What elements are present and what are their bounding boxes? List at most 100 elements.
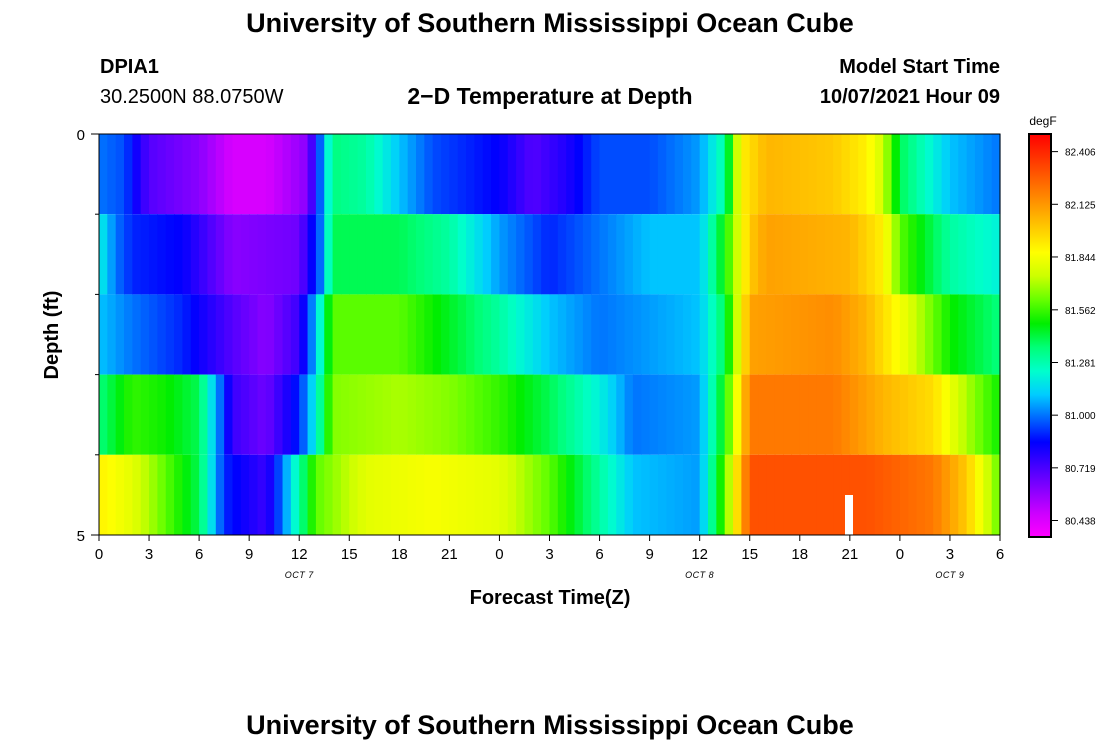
heatmap-cell [849, 294, 859, 375]
heatmap-cell [365, 294, 375, 375]
heatmap-cell [966, 214, 976, 295]
station-id: DPIA1 [100, 56, 159, 78]
heatmap-cell [949, 214, 959, 295]
heatmap-cell [783, 134, 793, 215]
heatmap-cell [582, 134, 592, 215]
heatmap-cell [99, 454, 108, 535]
heatmap-cell [933, 294, 943, 375]
heatmap-cell [207, 294, 217, 375]
heatmap-cell [691, 134, 701, 215]
heatmap-cell [933, 454, 943, 535]
heatmap-cell [107, 214, 117, 295]
heatmap-cell [532, 214, 542, 295]
heatmap-cell [858, 454, 868, 535]
heatmap-cell [149, 294, 158, 375]
heatmap-cell [174, 294, 184, 375]
heatmap-cell [507, 294, 517, 375]
heatmap-cell [699, 214, 709, 295]
heatmap-cell [541, 374, 551, 455]
heatmap-cell [374, 294, 384, 375]
heatmap-cell [824, 374, 834, 455]
heatmap-cell [257, 214, 267, 295]
heatmap-cell [724, 134, 734, 215]
heatmap-cell [424, 374, 434, 455]
heatmap-cell [816, 134, 826, 215]
heatmap-cell [958, 294, 968, 375]
heatmap-cell [724, 454, 734, 535]
heatmap-cell [682, 374, 692, 455]
heatmap-cell [574, 454, 584, 535]
heatmap-cell [924, 374, 934, 455]
heatmap-cell [958, 374, 968, 455]
heatmap-cell [132, 454, 142, 535]
heatmap-cell [783, 294, 793, 375]
x-tick-label: 15 [741, 546, 758, 563]
heatmap-cell [499, 134, 509, 215]
heatmap-cell [457, 214, 467, 295]
heatmap-cell [733, 134, 742, 215]
heatmap-cell [941, 374, 951, 455]
heatmap-cell [290, 134, 300, 215]
heatmap-cell [149, 134, 158, 215]
heatmap-cell [249, 214, 259, 295]
heatmap-cell [883, 294, 893, 375]
heatmap-cell [974, 294, 984, 375]
heatmap-cell [315, 214, 325, 295]
heatmap-cell [983, 214, 993, 295]
heatmap-cell [482, 374, 492, 455]
heatmap-cell [240, 454, 250, 535]
heatmap-cell [532, 294, 542, 375]
heatmap-cell [324, 454, 334, 535]
heatmap-cell [599, 214, 609, 295]
x-tick-label: 6 [595, 546, 603, 563]
y-tick-label: 5 [77, 528, 85, 545]
heatmap-cell [165, 454, 175, 535]
heatmap-cell [699, 454, 709, 535]
heatmap-cell [641, 374, 651, 455]
heatmap-cell [390, 294, 400, 375]
heatmap-cell [140, 374, 150, 455]
colorbar-tick-label: 81.562 [1065, 306, 1096, 317]
heatmap-cell [566, 294, 576, 375]
heatmap-cell [340, 374, 350, 455]
x-date-label: OCT 7 [285, 570, 314, 580]
heatmap-cell [724, 214, 734, 295]
heatmap-cell [883, 374, 893, 455]
heatmap-cell [549, 454, 559, 535]
heatmap-cell [482, 214, 492, 295]
heatmap-cell [199, 454, 209, 535]
heatmap-cell [516, 294, 526, 375]
heatmap-cell [174, 454, 184, 535]
heatmap-cell [682, 134, 692, 215]
heatmap-cell [916, 374, 926, 455]
heatmap-cell [407, 134, 417, 215]
heatmap-cell [165, 374, 175, 455]
heatmap-cell [132, 134, 142, 215]
heatmap-cell [766, 134, 776, 215]
heatmap-cell [649, 294, 659, 375]
heatmap-cell [132, 374, 142, 455]
heatmap-cell [382, 294, 392, 375]
heatmap-cell [549, 134, 559, 215]
heatmap-cell [507, 214, 517, 295]
heatmap-cell [115, 294, 125, 375]
heatmap-cells [99, 134, 1001, 535]
x-tick-label: 21 [441, 546, 458, 563]
heatmap-cell [99, 134, 108, 215]
heatmap-cell [224, 214, 234, 295]
heatmap-cell [733, 374, 742, 455]
heatmap-cell [416, 454, 425, 535]
heatmap-cell [215, 294, 225, 375]
heatmap-cell [265, 454, 275, 535]
heatmap-cell [632, 294, 642, 375]
heatmap-cell [349, 294, 359, 375]
heatmap-cell [824, 294, 834, 375]
heatmap-cell [724, 294, 734, 375]
heatmap-cell [599, 454, 609, 535]
heatmap-cell [916, 214, 926, 295]
colorbar-tick-label: 81.844 [1065, 253, 1096, 264]
heatmap-cell [424, 134, 434, 215]
heatmap-cell [774, 294, 784, 375]
heatmap-cell [474, 374, 484, 455]
x-tick-label: 0 [95, 546, 103, 563]
